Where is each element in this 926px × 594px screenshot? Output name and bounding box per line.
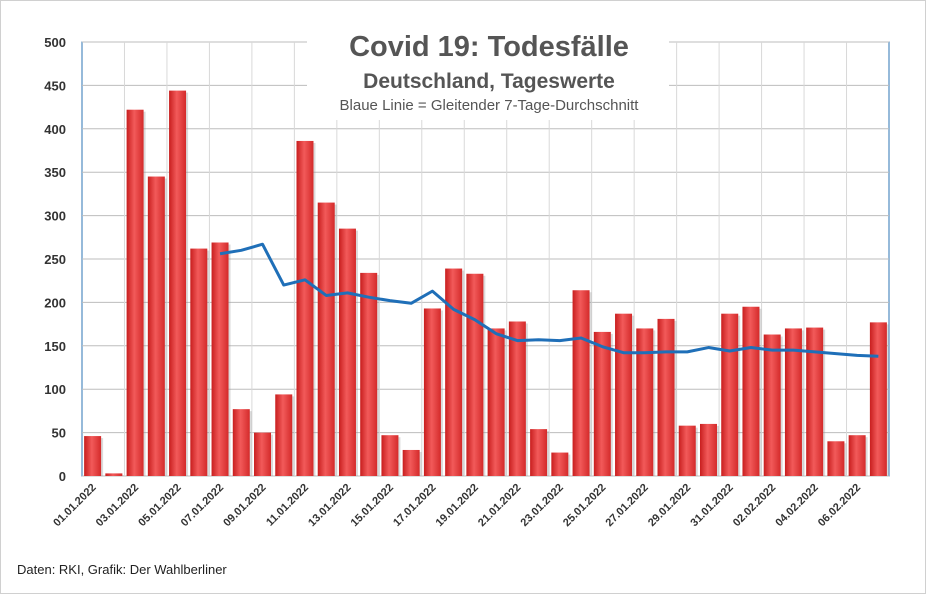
title-box (307, 26, 669, 120)
x-tick-label: 29.01.2022 (646, 482, 693, 529)
bar (232, 409, 250, 476)
bar (126, 109, 144, 476)
bar (763, 334, 781, 476)
x-tick-label: 27.01.2022 (603, 482, 650, 529)
bar (275, 394, 293, 476)
bar (530, 429, 548, 476)
bar (466, 273, 484, 476)
x-tick-label: 01.01.2022 (51, 482, 98, 529)
bar (84, 436, 102, 476)
x-tick-label: 25.01.2022 (561, 482, 608, 529)
x-tick-label: 31.01.2022 (688, 482, 735, 529)
x-tick-label: 11.01.2022 (264, 482, 311, 529)
bar (211, 242, 229, 476)
x-tick-label: 23.01.2022 (519, 482, 566, 529)
x-tick-label: 13.01.2022 (306, 482, 353, 529)
x-tick-label: 21.01.2022 (476, 482, 523, 529)
y-tick-label: 200 (44, 295, 66, 310)
y-tick-label: 0 (59, 469, 66, 484)
bar (105, 473, 123, 476)
y-tick-label: 350 (44, 165, 66, 180)
bar (742, 306, 760, 476)
bar (147, 176, 165, 477)
x-tick-label: 04.02.2022 (773, 482, 820, 529)
bar (806, 327, 824, 476)
bar (296, 140, 314, 476)
bar (657, 318, 675, 476)
chart-note: Blaue Linie = Gleitender 7-Tage-Durchsch… (340, 97, 640, 114)
bar (699, 423, 717, 476)
x-tick-label: 05.01.2022 (136, 482, 183, 529)
bar (869, 322, 887, 476)
bar (848, 435, 866, 476)
y-tick-label: 300 (44, 209, 66, 224)
x-tick-label: 03.01.2022 (94, 482, 141, 529)
bar (487, 328, 505, 476)
y-tick-label: 100 (44, 382, 66, 397)
x-tick-label: 17.01.2022 (391, 482, 438, 529)
bar (254, 432, 272, 476)
bar (402, 449, 420, 476)
bar (381, 435, 399, 476)
bar (678, 425, 696, 476)
bar (508, 321, 526, 476)
bar (572, 290, 590, 476)
y-tick-label: 450 (44, 78, 66, 93)
bar (827, 441, 845, 476)
bar (593, 331, 611, 476)
bar (317, 202, 335, 476)
x-tick-label: 07.01.2022 (179, 482, 226, 529)
x-tick-label: 19.01.2022 (434, 482, 481, 529)
bar (423, 308, 441, 476)
y-tick-label: 50 (52, 426, 66, 441)
bar (636, 328, 654, 476)
moving-average-line (219, 242, 879, 358)
x-tick-label: 06.02.2022 (816, 482, 863, 529)
bar (615, 313, 633, 476)
y-tick-label: 400 (44, 122, 66, 137)
chart-subtitle: Deutschland, Tageswerte (363, 70, 615, 93)
bar (784, 328, 802, 476)
bar (445, 268, 463, 476)
bar (169, 90, 187, 476)
bar (721, 313, 739, 476)
bar (338, 228, 356, 476)
x-tick-label: 02.02.2022 (731, 482, 778, 529)
bar (190, 248, 208, 476)
bar (551, 452, 569, 476)
y-tick-label: 250 (44, 252, 66, 267)
chart-title: Covid 19: Todesfälle (349, 31, 629, 63)
y-tick-label: 500 (44, 35, 66, 50)
footer-credit: Daten: RKI, Grafik: Der Wahlberliner (17, 562, 227, 577)
bar (360, 272, 378, 476)
y-tick-label: 150 (44, 339, 66, 354)
x-tick-label: 15.01.2022 (349, 482, 396, 529)
x-tick-label: 09.01.2022 (221, 482, 268, 529)
